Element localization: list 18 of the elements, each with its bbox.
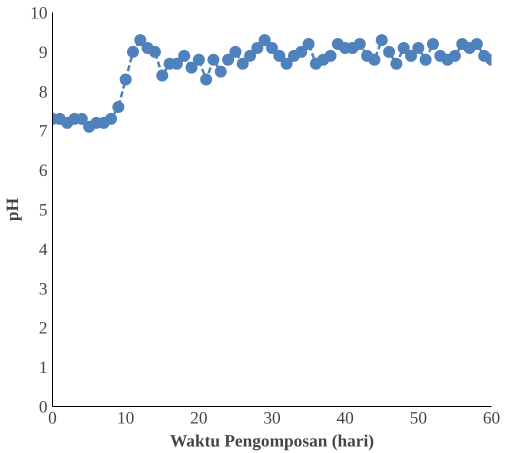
y-tick-label: 8 xyxy=(38,82,48,102)
x-tick-label: 50 xyxy=(410,408,427,428)
y-axis-title: pH xyxy=(3,197,22,222)
y-tick-label: 3 xyxy=(38,279,48,298)
x-tick-label: 30 xyxy=(263,408,281,428)
x-tick-label: 10 xyxy=(117,408,134,428)
y-tick-label: 4 xyxy=(38,240,48,259)
y-tick-label: 7 xyxy=(38,122,48,141)
x-tick-label: 60 xyxy=(482,408,500,428)
y-tick-label: 1 xyxy=(38,358,48,378)
x-tick-label: 20 xyxy=(190,408,208,428)
y-tick-label: 9 xyxy=(38,42,48,62)
y-tick-label: 5 xyxy=(38,200,48,220)
y-tick-label: 10 xyxy=(30,4,48,22)
y-tick-label: 6 xyxy=(38,161,48,180)
y-tick-label: 2 xyxy=(38,318,48,338)
x-tick-label: 40 xyxy=(336,408,354,428)
x-axis-title: Waktu Pengomposan (hari) xyxy=(170,432,374,450)
